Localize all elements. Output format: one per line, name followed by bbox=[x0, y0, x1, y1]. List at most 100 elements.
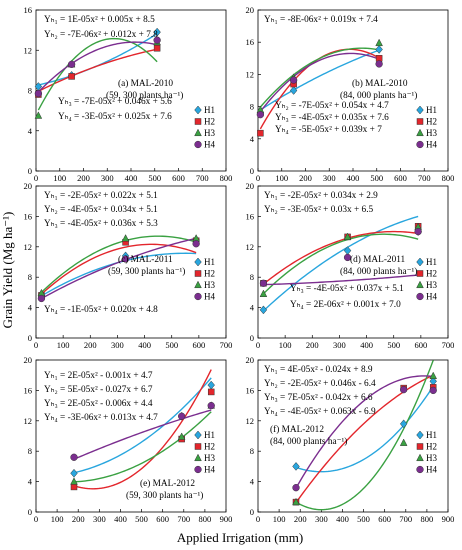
x-tick-label: 200 bbox=[294, 514, 307, 524]
y-tick-label: 12 bbox=[246, 416, 255, 426]
regression-equation: Yₕ₁ = -8E-06x² + 0.019x + 7.4 bbox=[264, 15, 378, 25]
data-point-h4 bbox=[400, 385, 408, 394]
y-tick-label: 8 bbox=[28, 272, 32, 282]
x-tick-label: 700 bbox=[220, 340, 233, 350]
legend-label: H2 bbox=[426, 269, 437, 279]
panel-density: (84, 000 plants ha⁻¹) bbox=[270, 436, 347, 447]
data-point-h3 bbox=[34, 111, 43, 119]
y-tick-label: 0 bbox=[28, 507, 32, 517]
y-tick-label: 8 bbox=[250, 446, 254, 456]
legend-label: H2 bbox=[204, 442, 215, 452]
x-tick-label: 600 bbox=[156, 514, 169, 524]
x-tick-label: 600 bbox=[414, 340, 427, 350]
legend-marker-h2 bbox=[194, 270, 202, 277]
data-point-h4 bbox=[121, 255, 130, 263]
fit-line-h3 bbox=[259, 47, 380, 108]
x-tick-label: 800 bbox=[421, 514, 434, 524]
y-tick-label: 4 bbox=[250, 134, 255, 144]
regression-equation: Yₕ₃ = -4E-05x² + 0.037x + 5.1 bbox=[290, 284, 404, 294]
data-point-h1 bbox=[259, 305, 268, 315]
x-tick-label: 0 bbox=[34, 173, 38, 183]
data-point-h1 bbox=[343, 246, 352, 255]
x-tick-label: 400 bbox=[336, 514, 349, 524]
y-tick-label: 12 bbox=[246, 69, 255, 79]
regression-equation: Yₕ₁ = 1E-05x² + 0.005x + 8.5 bbox=[44, 15, 155, 25]
fit-line-h1 bbox=[262, 215, 419, 312]
data-point-h2 bbox=[257, 129, 264, 137]
legend-marker-h3 bbox=[194, 280, 202, 289]
x-tick-label: 800 bbox=[220, 173, 233, 183]
legend-marker-h2 bbox=[416, 118, 424, 125]
fit-line-h2 bbox=[38, 48, 158, 92]
y-tick-label: 4 bbox=[28, 126, 33, 136]
x-tick-label: 500 bbox=[357, 514, 370, 524]
legend-label: H1 bbox=[426, 257, 437, 267]
y-tick-label: 20 bbox=[24, 181, 33, 191]
legend-label: H1 bbox=[426, 105, 437, 115]
x-tick-label: 100 bbox=[57, 340, 70, 350]
legend-label: H3 bbox=[204, 453, 215, 463]
legend-label: H1 bbox=[204, 105, 215, 115]
fit-line-h3 bbox=[295, 360, 434, 511]
data-point-h4 bbox=[256, 111, 265, 119]
x-tick-label: 700 bbox=[196, 173, 209, 183]
fit-line-h4 bbox=[37, 41, 158, 93]
data-point-h4 bbox=[292, 484, 300, 492]
data-point-h2 bbox=[153, 44, 161, 52]
chart-panel-3: 0 100 200 300 400 500 600 700 0 4 8 12 16 20 Yₕ₁ = -2E… bbox=[24, 181, 233, 350]
x-tick-label: 500 bbox=[387, 340, 400, 350]
x-tick-label: 300 bbox=[315, 514, 328, 524]
legend-marker-h1 bbox=[416, 430, 424, 440]
legend-marker-h1 bbox=[194, 105, 202, 115]
chart-panel-5: 0 100 200 300 400 500 600 700 800 900 0 4 8 12 16 20 Yₕ₁… bbox=[24, 355, 233, 524]
data-point-h4 bbox=[153, 36, 161, 44]
legend-label: H3 bbox=[204, 280, 215, 290]
y-tick-label: 4 bbox=[28, 477, 33, 487]
data-point-h2 bbox=[68, 73, 75, 80]
plot-frame bbox=[257, 359, 449, 513]
x-tick-label: 100 bbox=[273, 514, 286, 524]
x-tick-label: 300 bbox=[101, 173, 114, 183]
panel-density: (84, 000 plants ha⁻¹) bbox=[340, 266, 417, 277]
legend-label: H4 bbox=[426, 140, 437, 150]
y-tick-label: 0 bbox=[28, 333, 32, 343]
legend-label: H2 bbox=[426, 442, 437, 452]
data-point-h4 bbox=[429, 386, 437, 395]
legend-marker-h4 bbox=[194, 465, 202, 474]
regression-equation: Yₕ₁ = 2E-05x² - 0.001x + 4.7 bbox=[44, 371, 153, 381]
data-point-h4 bbox=[259, 279, 268, 287]
y-tick-label: 4 bbox=[250, 303, 255, 313]
chart-panel-1: 0 100 200 300 400 500 600 700 800 0 4 8 12 16 Yₕ₁ = 1E… bbox=[24, 5, 233, 183]
data-point-h4 bbox=[207, 401, 215, 410]
y-tick-label: 4 bbox=[250, 477, 255, 487]
regression-equation: Yₕ₂ = -4E-05x² + 0.034x + 5.1 bbox=[44, 205, 158, 215]
y-tick-label: 4 bbox=[28, 303, 33, 313]
data-point-h4 bbox=[34, 89, 43, 98]
fit-line-h3 bbox=[37, 37, 158, 111]
legend-label: H3 bbox=[426, 280, 437, 290]
data-point-h3 bbox=[259, 289, 268, 297]
x-tick-label: 700 bbox=[399, 514, 412, 524]
x-tick-label: 600 bbox=[172, 173, 185, 183]
x-tick-label: 400 bbox=[114, 514, 127, 524]
data-point-h4 bbox=[67, 60, 76, 68]
panel-label: (c) MAL-2011 bbox=[118, 254, 173, 265]
legend-label: H1 bbox=[204, 257, 215, 267]
legend-marker-h2 bbox=[416, 443, 424, 450]
regression-equation: Yₕ₄ = 2E-06x² + 0.001x + 7.0 bbox=[290, 300, 401, 310]
x-tick-label: 500 bbox=[370, 173, 383, 183]
x-tick-label: 500 bbox=[148, 173, 161, 183]
x-tick-label: 600 bbox=[394, 173, 407, 183]
data-point-h4 bbox=[289, 76, 298, 84]
legend-label: H1 bbox=[204, 430, 215, 440]
data-point-h3 bbox=[343, 232, 352, 240]
x-tick-label: 400 bbox=[138, 340, 151, 350]
panel-density: (84, 000 plants ha⁻¹) bbox=[340, 90, 417, 101]
data-point-h1 bbox=[292, 462, 300, 471]
data-point-h3 bbox=[375, 38, 383, 47]
data-point-h3 bbox=[70, 477, 78, 485]
fit-line-h4 bbox=[41, 237, 197, 300]
regression-equation: Yₕ₁ = -2E-05x² + 0.034x + 2.9 bbox=[264, 191, 378, 201]
regression-equation: Yₕ₄ = -5E-05x² + 0.039x + 7 bbox=[275, 125, 382, 135]
